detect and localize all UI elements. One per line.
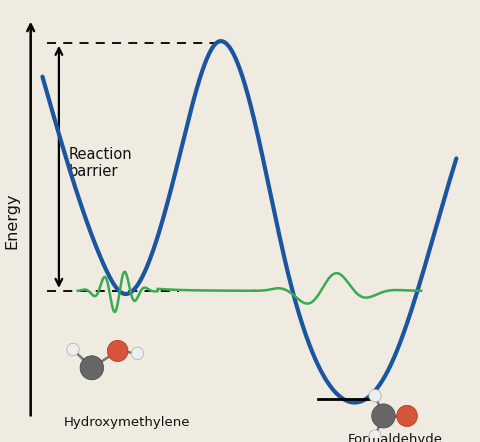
Circle shape <box>80 356 104 380</box>
Text: Hydroxymethylene: Hydroxymethylene <box>64 416 191 429</box>
Text: Energy: Energy <box>4 193 19 249</box>
Circle shape <box>369 430 381 442</box>
Text: Reaction
barrier: Reaction barrier <box>68 147 132 179</box>
Text: Formaldehyde: Formaldehyde <box>348 433 443 442</box>
Circle shape <box>372 404 395 428</box>
Circle shape <box>132 347 144 360</box>
Circle shape <box>369 389 381 402</box>
Circle shape <box>67 343 79 356</box>
Circle shape <box>396 405 417 427</box>
Circle shape <box>108 340 128 362</box>
